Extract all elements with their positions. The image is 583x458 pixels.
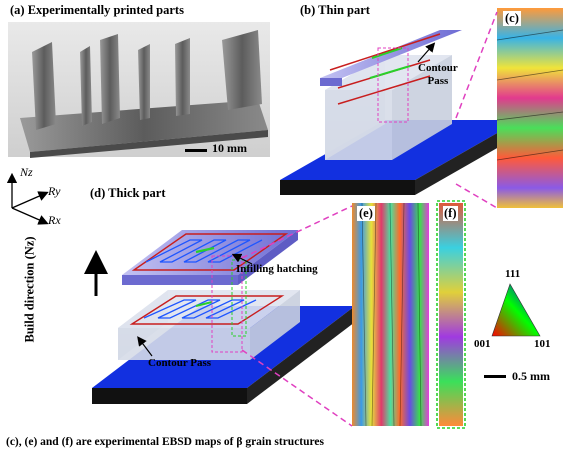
callout-e-bottom <box>241 349 353 427</box>
callout-c-top <box>455 11 498 119</box>
ipf-key <box>491 283 541 337</box>
thin-part-schematic <box>280 30 520 195</box>
panel-c-label: (c) <box>503 11 521 26</box>
ebsd-scale-bar <box>484 375 506 378</box>
photo-scale-label: 10 mm <box>212 141 247 155</box>
thick-part-schematic <box>92 230 355 404</box>
infill-hatching-label: Infilling hatching <box>236 263 318 275</box>
coordinate-axes <box>6 172 49 225</box>
build-direction-label: Build direction (Nz) <box>22 236 37 343</box>
callout-e-top <box>241 205 353 259</box>
ebsd-map-e <box>352 202 429 427</box>
thick-top-layer <box>122 230 298 275</box>
ebsd-map-f <box>436 200 466 429</box>
thin-top-layer <box>320 30 462 78</box>
axis-y-label: Ry <box>48 184 61 198</box>
infill-arrow <box>231 253 253 265</box>
axis-z-label: Nz <box>20 165 33 179</box>
ipf-label-101: 101 <box>534 338 551 350</box>
photo-scale-bar <box>185 149 207 152</box>
ebsd-scale-label: 0.5 mm <box>512 369 550 383</box>
ipf-label-111: 111 <box>505 268 521 280</box>
panel-a-label: (a) Experimentally printed parts <box>10 3 184 17</box>
contour-arrow-d <box>137 336 153 357</box>
printed-parts-photo <box>8 22 270 158</box>
contour-pass-label-d: Contour Pass <box>148 357 212 369</box>
panel-b-label: (b) Thin part <box>300 3 370 17</box>
panel-e-label: (e) <box>357 206 375 221</box>
contour-arrow-b <box>417 42 436 63</box>
axis-x-label: Rx <box>48 213 61 227</box>
contour-pass-label-b: Contour Pass <box>418 62 458 87</box>
ipf-label-001: 001 <box>474 338 491 350</box>
panel-f-label: (f) <box>443 206 458 221</box>
panel-d-label: (d) Thick part <box>90 186 166 200</box>
figure-caption: (c), (e) and (f) are experimental EBSD m… <box>6 436 325 448</box>
ebsd-map-c <box>496 8 564 208</box>
callout-c-bottom <box>455 183 498 209</box>
